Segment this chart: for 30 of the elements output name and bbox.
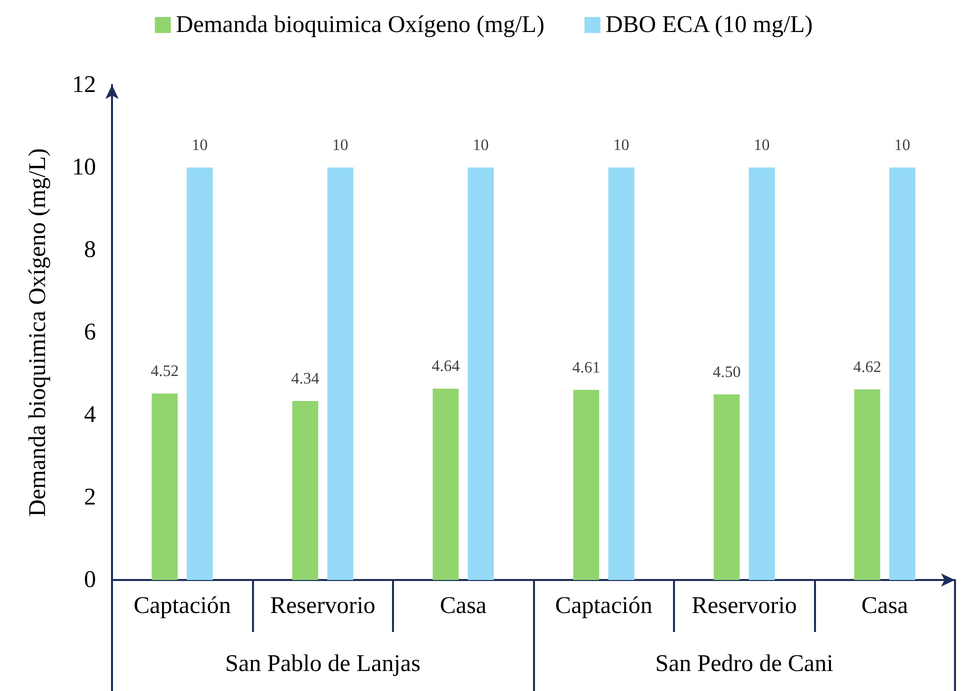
text: San Pedro de Cani [655,651,834,677]
y-tick-label: 4 [84,402,96,428]
data-label: 4.50 [712,364,741,381]
data-label: 4.64 [432,358,460,376]
y-tick-label: 2 [84,484,96,510]
data-label: 10 [192,137,208,154]
x-tick-label: Reservorio [692,593,797,619]
x-tick-label: Casa [861,593,908,619]
y-tick-label: 10 [72,154,96,180]
y-tick-label: 12 [72,72,96,98]
data-label: 10 [472,137,489,154]
data-label: 10 [754,137,770,154]
y-tick-label: 8 [84,237,96,263]
data-label: 10 [894,137,910,154]
data-label: 4.52 [150,363,179,380]
data-label: 4.61 [572,359,600,376]
y-tick-label: 6 [84,320,96,346]
x-tick-label: Reservorio [270,593,376,619]
y-tick-label: 0 [84,567,96,593]
x-tick-label: Captación [555,593,652,619]
data-label: 10 [332,137,348,154]
x-tick-label: Captación [134,593,231,619]
legend-label: Demanda bioquimica Oxígeno (mg/L) [176,12,544,38]
data-label: 4.62 [853,358,882,376]
x-tick-label: Casa [440,593,487,619]
data-label: 4.34 [291,370,320,388]
y-axis-title: Demanda bioquimica Oxígeno (mg/L) [25,148,51,517]
data-label: 10 [613,137,630,154]
legend-label: DBO ECA (10 mg/L) [605,12,813,38]
text: San Pablo de Lanjas [225,651,420,677]
